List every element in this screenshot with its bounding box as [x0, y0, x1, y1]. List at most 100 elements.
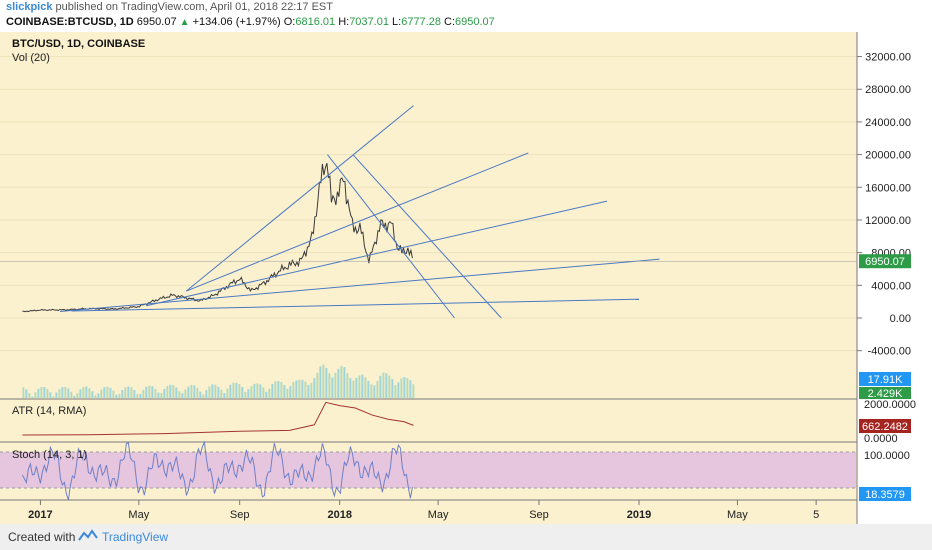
volume-bar: [166, 386, 169, 398]
trend-line: [186, 152, 529, 292]
volume-bar: [196, 387, 199, 398]
volume-bar: [304, 381, 307, 398]
trend-line: [146, 200, 608, 307]
volume-bar: [217, 386, 220, 398]
y-tick-label: 16000.00: [865, 182, 911, 194]
atr-pane[interactable]: ATR (14, RMA): [12, 401, 414, 436]
volume-bar: [316, 372, 319, 398]
volume-bar: [79, 389, 82, 398]
volume-bar: [22, 387, 25, 398]
x-tick-label: 2018: [327, 509, 351, 521]
volume-bar: [133, 390, 136, 398]
chart-area[interactable]: BTC/USD, 1D, COINBASE Vol (20) ATR (14, …: [0, 32, 932, 524]
volume-bar: [292, 381, 295, 398]
volume-bar: [73, 395, 76, 398]
publish-info: slickpick published on TradingView.com, …: [6, 1, 333, 13]
volume-bar: [43, 387, 46, 398]
main-price-pane[interactable]: BTC/USD, 1D, COINBASE Vol (20): [0, 38, 856, 398]
volume-bar: [214, 384, 217, 398]
volume-bar: [193, 385, 196, 398]
volume-bar: [391, 379, 394, 398]
volume-bar: [37, 388, 40, 398]
volume-bar: [76, 393, 79, 398]
volume-bar: [229, 384, 232, 398]
volume-bar: [313, 378, 316, 398]
symbol-label: COINBASE:BTCUSD, 1D: [6, 16, 134, 28]
stoch-tick-label: 100.0000: [864, 450, 910, 462]
main-pane-title: BTC/USD, 1D, COINBASE: [12, 38, 145, 50]
volume-bar: [385, 373, 388, 398]
volume-bar: [262, 387, 265, 398]
stoch-badge-label: 18.3579: [865, 489, 905, 501]
last-price-badge: 6950.07: [859, 254, 911, 269]
volume-bar: [136, 394, 139, 398]
volume-bar: [28, 393, 31, 398]
y-tick-label: 28000.00: [865, 84, 911, 96]
stoch-pane-title: Stoch (14, 3, 1): [12, 449, 87, 461]
volume-bar: [373, 385, 376, 398]
volume-bar: [184, 389, 187, 398]
volume-bar: [106, 386, 109, 398]
volume-bar: [82, 386, 85, 398]
volume-bar: [322, 364, 325, 398]
high-value: 7037.01: [349, 16, 389, 28]
volume-bar: [211, 384, 214, 398]
tradingview-brand-link[interactable]: TradingView: [102, 530, 169, 544]
volume-min-badge-label: 2.429K: [868, 388, 904, 400]
last-price: 6950.07: [136, 16, 177, 28]
stoch-pane[interactable]: Stoch (14, 3, 1): [0, 440, 856, 501]
volume-bar: [379, 375, 382, 398]
volume-bar: [97, 393, 100, 398]
volume-bar: [241, 386, 244, 398]
volume-bar: [145, 386, 148, 398]
volume-bar: [232, 382, 235, 398]
close-value: 6950.07: [455, 16, 495, 28]
volume-bar: [25, 389, 28, 398]
volume-bar: [64, 386, 67, 398]
trend-line: [71, 298, 640, 312]
y-tick-label: 24000.00: [865, 117, 911, 129]
volume-bar: [31, 396, 34, 398]
volume-bar: [151, 386, 154, 398]
volume-label: Vol (20): [12, 52, 50, 64]
volume-bar: [124, 387, 127, 398]
volume-bar: [238, 384, 241, 398]
volume-bar: [172, 385, 175, 398]
price-change: +134.06 (+1.97%): [192, 16, 281, 28]
volume-bar: [328, 373, 331, 398]
close-label: C:: [444, 16, 456, 28]
volume-bar: [310, 382, 313, 398]
tradingview-logo-icon[interactable]: [78, 529, 98, 543]
chart-header: slickpick published on TradingView.com, …: [0, 0, 932, 32]
volume-bar: [190, 384, 193, 398]
volume-bar: [406, 378, 409, 398]
volume-bar: [88, 388, 91, 398]
volume-bar: [358, 375, 361, 398]
x-tick-label: May: [128, 509, 149, 521]
volume-bar: [400, 378, 403, 398]
volume-bar: [70, 391, 73, 398]
x-tick-label: 2017: [28, 509, 52, 521]
y-tick-label: 0.00: [890, 313, 911, 325]
volume-bar: [187, 386, 190, 398]
y-tick-label: 32000.00: [865, 52, 911, 64]
atr-series-line: [22, 401, 414, 436]
volume-bar: [103, 387, 106, 398]
username-link[interactable]: slickpick: [6, 1, 53, 13]
volume-bar: [295, 380, 298, 398]
volume-bar: [61, 387, 64, 398]
volume-bar: [58, 389, 61, 398]
high-label: H:: [338, 16, 350, 28]
volume-bar: [91, 391, 94, 398]
volume-bar: [40, 386, 43, 398]
volume-bar: [67, 388, 70, 398]
atr-tick-label: 2000.0000: [864, 399, 916, 411]
volume-bar: [394, 385, 397, 398]
volume-bar: [286, 388, 289, 398]
atr-tick-label: 0.0000: [864, 433, 898, 445]
volume-bar: [361, 374, 364, 398]
volume-bar: [352, 380, 355, 398]
x-tick-label: May: [727, 509, 748, 521]
volume-bar: [220, 389, 223, 398]
volume-bar: [337, 369, 340, 398]
